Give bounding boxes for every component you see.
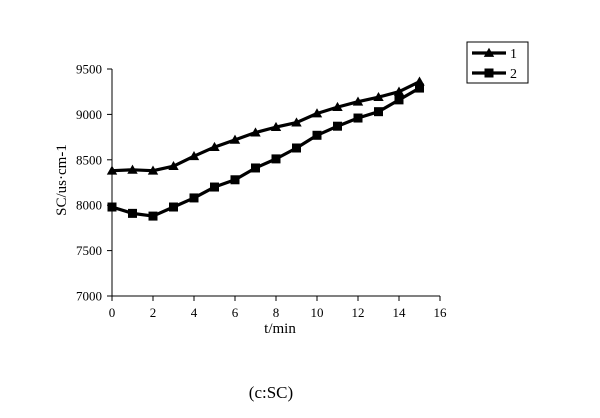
x-tick-label: 8 — [273, 305, 280, 320]
data-point-1 — [168, 160, 179, 171]
legend-marker-1 — [483, 47, 495, 57]
data-point-2 — [128, 208, 137, 218]
data-point-2 — [353, 113, 363, 123]
legend-label-2: 2 — [510, 67, 517, 82]
data-point-1 — [414, 76, 425, 86]
data-point-2 — [169, 202, 178, 212]
legend-box — [466, 41, 529, 84]
data-point-1 — [106, 165, 118, 175]
y-tick-label: 8500 — [76, 152, 102, 167]
series-1 — [106, 76, 425, 175]
data-point-2 — [333, 121, 342, 131]
x-tick-label: 14 — [393, 305, 407, 320]
legend-marker-2 — [484, 68, 494, 78]
y-tick-label: 8000 — [76, 198, 102, 213]
data-point-1 — [270, 121, 282, 132]
x-tick-label: 4 — [191, 305, 198, 320]
x-tick-label: 16 — [434, 305, 448, 320]
data-point-2 — [271, 154, 281, 164]
series-layer — [106, 76, 425, 221]
x-tick-label: 10 — [311, 305, 324, 320]
data-point-2 — [230, 175, 240, 185]
data-point-2 — [189, 193, 199, 203]
x-tick-label: 6 — [232, 305, 239, 320]
series-line-1 — [110, 80, 422, 173]
figure-caption: (c:SC) — [249, 383, 293, 402]
y-axis-ticks: 7000 7500 8000 8500 9000 9500 — [76, 62, 112, 304]
data-point-2 — [107, 202, 117, 212]
data-point-1 — [291, 117, 302, 127]
data-point-1 — [311, 108, 323, 118]
x-tick-label: 0 — [109, 305, 116, 320]
data-point-1 — [373, 91, 384, 102]
data-point-2 — [210, 182, 219, 192]
data-point-2 — [312, 130, 322, 140]
data-point-1 — [147, 165, 159, 175]
y-tick-label: 7000 — [76, 289, 102, 304]
data-point-2 — [374, 107, 383, 117]
data-point-2 — [148, 211, 158, 221]
x-tick-label: 2 — [150, 305, 157, 320]
series-line-2 — [110, 86, 422, 218]
y-tick-label: 7500 — [76, 243, 102, 258]
y-tick-label: 9500 — [76, 62, 102, 77]
x-axis-title: t/min — [264, 321, 296, 337]
data-point-2 — [292, 143, 301, 153]
data-point-1 — [332, 101, 343, 112]
data-point-1 — [209, 141, 220, 151]
data-point-1 — [250, 127, 261, 137]
data-point-1 — [229, 134, 241, 144]
y-axis-title: SC/us·cm-1 — [54, 144, 70, 216]
data-point-2 — [415, 83, 424, 93]
data-point-1 — [393, 86, 405, 96]
series-2 — [107, 83, 424, 221]
data-point-1 — [188, 150, 200, 161]
legend: 12 — [466, 41, 529, 84]
x-tick-label: 12 — [352, 305, 365, 320]
y-tick-label: 9000 — [76, 107, 102, 122]
legend-label-1: 1 — [510, 47, 517, 62]
data-point-1 — [127, 164, 138, 174]
data-point-2 — [394, 95, 404, 105]
data-point-2 — [251, 163, 260, 173]
x-axis-ticks: 0 2 4 6 8 10 12 14 16 — [109, 296, 447, 320]
data-point-1 — [352, 96, 364, 106]
